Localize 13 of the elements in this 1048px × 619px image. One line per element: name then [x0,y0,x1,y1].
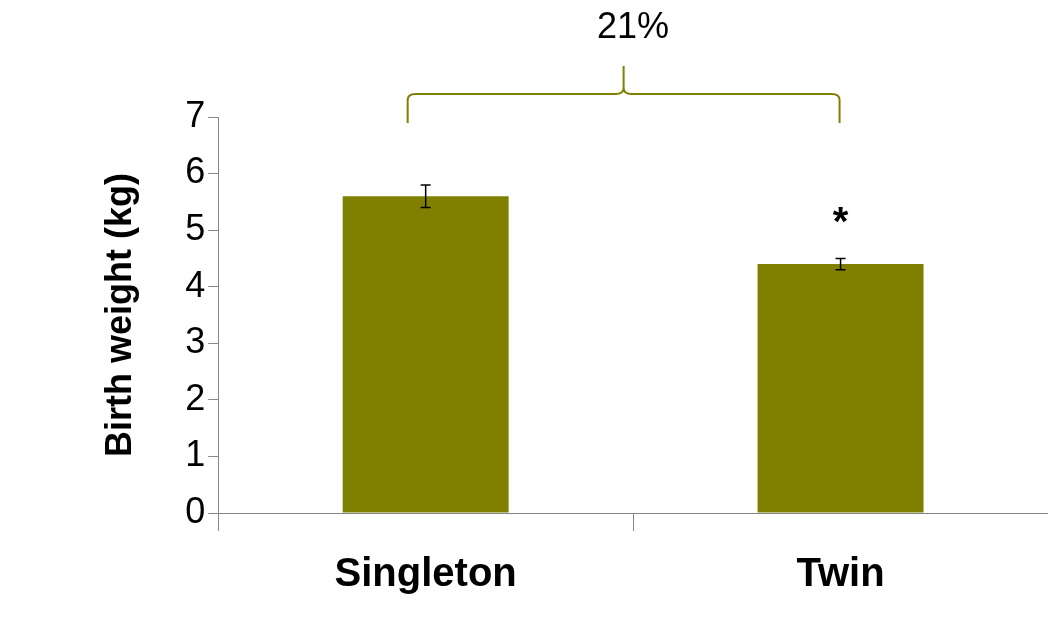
y-tick-label: 2 [185,376,206,418]
x-tick-label: Singleton [334,550,517,595]
y-tick-label: 0 [185,489,206,531]
y-tick-label: 4 [185,263,206,305]
y-axis-title: Birth weight (kg) [97,173,139,457]
y-tick-label: 7 [185,93,206,135]
y-tick-label: 6 [185,150,206,192]
y-tick-label: 1 [185,433,206,475]
text: 21% [597,4,670,46]
x-tick-label: Twin [796,550,885,595]
y-tick-label: 3 [185,320,206,362]
annotation: * [832,199,849,244]
y-tick-label: 5 [185,207,206,249]
